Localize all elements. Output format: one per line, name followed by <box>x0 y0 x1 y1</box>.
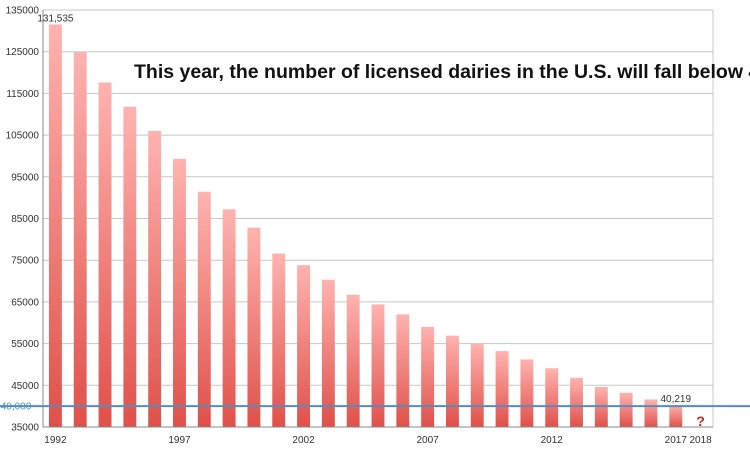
reference-line-label: 40,000 <box>1 402 32 413</box>
x-tick-label: 1992 <box>44 435 67 446</box>
data-label: 40,219 <box>660 394 691 405</box>
bar <box>669 405 683 427</box>
y-tick-label: 135000 <box>6 6 40 17</box>
bar <box>321 279 335 427</box>
bar <box>644 399 658 427</box>
x-tick-label: 2007 <box>417 435 440 446</box>
x-tick-label: 2002 <box>292 435 315 446</box>
bar <box>470 344 484 427</box>
y-tick-label: 115000 <box>6 89 39 100</box>
y-tick-label: 45000 <box>11 381 39 392</box>
x-tick-label: 2012 <box>541 435 564 446</box>
bar <box>346 294 360 427</box>
bar <box>98 82 112 428</box>
data-label: 131,535 <box>37 13 74 24</box>
x-tick-label: 2018 <box>689 435 712 446</box>
bar <box>48 24 62 428</box>
bars <box>48 24 683 428</box>
axes <box>0 10 750 428</box>
x-tick-label: 2017 <box>665 435 688 446</box>
bar <box>247 227 261 427</box>
bar <box>148 130 162 427</box>
bar <box>545 368 559 427</box>
bar <box>495 351 509 427</box>
bar <box>445 335 459 427</box>
bar <box>297 265 311 427</box>
y-tick-label: 55000 <box>11 339 39 350</box>
labels: 35000 45000 55000 65000 75000 85000 95000 10500… <box>1 6 712 447</box>
y-tick-label: 105000 <box>6 131 40 142</box>
y-tick-label: 35000 <box>11 423 39 434</box>
bar <box>73 52 87 427</box>
y-tick-label: 95000 <box>11 172 39 183</box>
bar <box>619 392 633 427</box>
projection-question-mark: ? <box>696 413 705 429</box>
bar <box>396 314 410 427</box>
bar <box>272 253 286 427</box>
bar <box>197 191 211 427</box>
bar <box>570 377 583 427</box>
y-tick-label: 85000 <box>11 214 39 225</box>
y-tick-label: 75000 <box>11 256 39 267</box>
bar <box>222 209 236 427</box>
bar <box>520 359 534 427</box>
y-tick-label: 125000 <box>6 47 40 58</box>
x-tick-label: 1997 <box>168 435 191 446</box>
chart-title: This year, the number of licensed dairie… <box>134 61 750 83</box>
bar <box>371 304 385 427</box>
y-tick-label: 65000 <box>11 297 39 308</box>
bar <box>421 326 435 427</box>
bar <box>173 158 186 427</box>
bar <box>123 106 137 427</box>
